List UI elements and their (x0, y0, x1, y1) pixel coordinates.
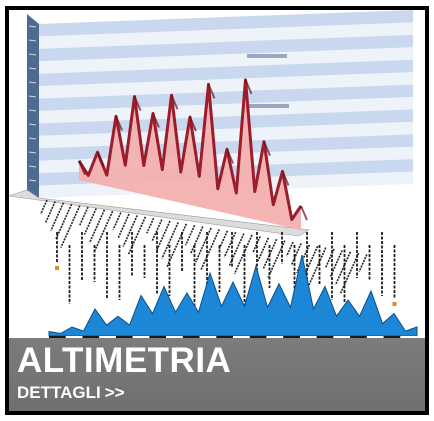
profile3d-shade (226, 148, 234, 164)
label-text-stroke (78, 206, 89, 227)
label-text-stroke (233, 234, 253, 275)
label-text-stroke (161, 222, 179, 259)
label-text-stroke (39, 199, 48, 215)
label-text-stroke (334, 251, 352, 286)
altimetry-chart-image (9, 10, 418, 342)
label-text-stroke (45, 201, 56, 223)
wall-tick (28, 123, 37, 126)
wall-tick (28, 39, 37, 42)
label-text-stroke (194, 227, 212, 263)
profile3d-shade (300, 205, 308, 221)
profile3d-shade (207, 83, 216, 99)
label-text-stroke (122, 215, 138, 247)
label-text-stroke (189, 226, 204, 254)
profile3d-shade (152, 113, 160, 128)
label-text-stroke (285, 241, 294, 257)
wall-tick (28, 165, 37, 168)
wall-stripe (39, 22, 413, 49)
wall-stripe (39, 10, 413, 37)
profile3d-shade (244, 79, 253, 95)
wall-tick (28, 53, 37, 56)
label-text-stroke (306, 247, 327, 290)
label-text-stroke (291, 243, 302, 265)
wall-tick (28, 81, 37, 84)
label-text-stroke (93, 210, 114, 252)
label-text-stroke (127, 216, 147, 256)
wall-tick (28, 151, 37, 154)
label-text-stroke (339, 252, 360, 294)
label-text-stroke (146, 217, 155, 234)
label-text-stroke (200, 229, 220, 271)
wall-side (27, 14, 39, 198)
label-text-stroke (60, 205, 81, 248)
label-text-stroke (151, 219, 163, 242)
card-title: ALTIMETRIA (17, 341, 232, 380)
profile3d-shade (263, 141, 271, 157)
label-marker (392, 302, 397, 306)
label-text-stroke (223, 231, 237, 258)
profile3d-shade (170, 94, 179, 110)
label-marker (55, 266, 59, 270)
double-chevron-right-icon: >> (104, 383, 125, 402)
label-text-stroke (50, 202, 65, 232)
label-text-stroke (358, 254, 368, 272)
label-text-stroke (257, 237, 270, 262)
label-text-stroke (83, 208, 97, 235)
profile3d-shade (78, 160, 86, 176)
details-link-label: DETTAGLI (17, 383, 101, 402)
wall-stripe (39, 34, 413, 62)
profile3d-shade (96, 151, 105, 167)
wall-legend-mark (249, 104, 289, 108)
wall-stripe (39, 72, 413, 99)
label-text-stroke (88, 209, 106, 244)
wall-tick (28, 179, 37, 182)
label-text-stroke (218, 230, 229, 250)
profile3d-shade (133, 96, 142, 111)
floor-plane (9, 189, 310, 237)
label-text-stroke (112, 212, 122, 230)
label-text-stroke (117, 213, 130, 239)
label-text-stroke (184, 224, 196, 246)
details-link[interactable]: DETTAGLI >> (17, 383, 125, 403)
wall-tick (28, 109, 37, 112)
wall-tick (28, 137, 37, 140)
label-text-stroke (156, 220, 171, 251)
profile3d-shade (189, 116, 197, 132)
chart2d-profile (48, 254, 418, 337)
profile2d-area (48, 254, 418, 337)
card-frame: ALTIMETRIA DETTAGLI >> (5, 6, 429, 415)
wall-tick (28, 95, 37, 98)
label-text-stroke (329, 250, 343, 277)
profile3d-shade (281, 171, 290, 186)
caption-band: ALTIMETRIA DETTAGLI >> (9, 338, 425, 411)
label-text-stroke (55, 203, 73, 240)
profile3d-area (79, 79, 301, 231)
wall-legend-mark (247, 54, 287, 58)
profile3d-shade (115, 115, 123, 131)
chart3d-profile (77, 78, 308, 231)
wall-tick (28, 67, 37, 70)
wall-stripe (39, 59, 413, 87)
wall-stripe (39, 47, 413, 74)
chart3d-floor (9, 189, 310, 237)
wall-tick (28, 25, 37, 28)
